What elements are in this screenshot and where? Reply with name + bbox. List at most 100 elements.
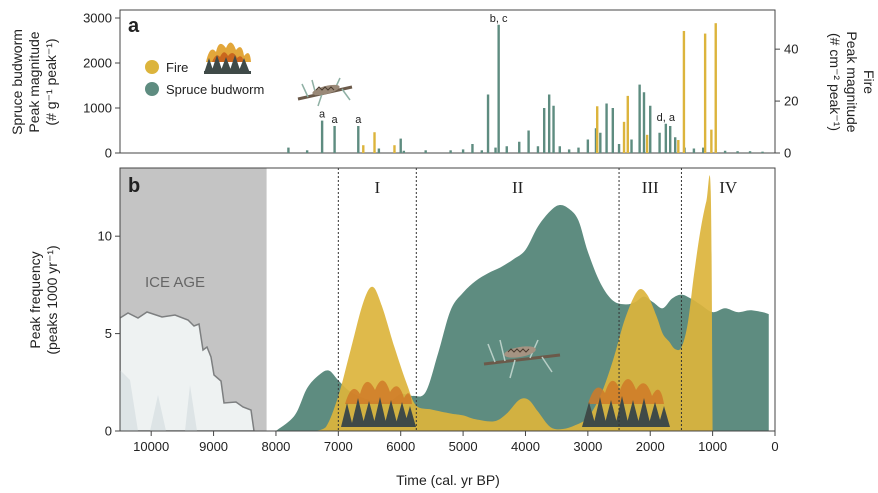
right-axis-label-line3: (# cm⁻² peak⁻¹) bbox=[827, 33, 843, 131]
budworm-bar bbox=[505, 146, 508, 153]
fire-bar bbox=[622, 121, 626, 153]
panel-b-x-axis-ticks: 10000 9000 8000 7000 6000 5000 4000 3000 2000 100… bbox=[133, 431, 779, 454]
x-axis-tick-label: 0 bbox=[771, 439, 778, 454]
zone-labels: I II III IV bbox=[374, 178, 737, 197]
budworm-bar bbox=[599, 132, 602, 153]
budworm-bar bbox=[617, 144, 621, 153]
budworm-bar bbox=[552, 105, 555, 153]
forest-fire-icon-zone-3 bbox=[582, 379, 670, 427]
x-axis-tick-label: 7000 bbox=[324, 439, 353, 454]
zone-label: III bbox=[642, 178, 659, 197]
zone-label: II bbox=[512, 178, 524, 197]
legend-budworm-label: Spruce budworm bbox=[166, 82, 264, 97]
budworm-bar bbox=[748, 151, 752, 153]
left-axis-label-line2: Peak magnitude bbox=[26, 31, 42, 132]
panel-a-frame bbox=[119, 9, 776, 154]
budworm-bar bbox=[658, 132, 661, 153]
budworm-bar bbox=[702, 147, 705, 153]
right-axis-label-line2: Peak magnitude bbox=[844, 31, 860, 132]
fire-bar bbox=[373, 132, 376, 153]
fire-bar bbox=[393, 145, 396, 153]
x-axis-tick-label: 8000 bbox=[261, 439, 290, 454]
left-axis-tick-label: 0 bbox=[105, 146, 112, 161]
budworm-bar bbox=[518, 141, 521, 153]
budworm-bar bbox=[449, 150, 452, 153]
legend-fire-label: Fire bbox=[166, 60, 188, 75]
budworm-bar bbox=[577, 147, 580, 153]
budworm-bar bbox=[542, 108, 546, 153]
legend-budworm-swatch bbox=[145, 82, 159, 96]
budworm-bar bbox=[480, 150, 484, 153]
panel-b: ICE AGE bbox=[27, 167, 779, 488]
peak-annotation: b, c bbox=[490, 13, 508, 25]
y-axis-tick-label: 0 bbox=[105, 424, 112, 439]
budworm-bar bbox=[736, 151, 739, 153]
fire-frequency-area bbox=[313, 175, 713, 431]
budworm-bar bbox=[399, 138, 402, 153]
fire-forest-icon bbox=[204, 42, 251, 74]
budworm-bar bbox=[669, 126, 672, 153]
x-axis-tick-label: 2000 bbox=[636, 439, 665, 454]
budworm-bar bbox=[586, 139, 590, 153]
fire-bar bbox=[682, 30, 686, 153]
legend-fire-swatch bbox=[145, 60, 159, 74]
x-axis-tick-label: 6000 bbox=[386, 439, 415, 454]
budworm-bar bbox=[673, 137, 677, 153]
zone-label: I bbox=[374, 178, 380, 197]
panel-b-plot: ICE AGE bbox=[120, 168, 769, 431]
budworm-bar bbox=[664, 123, 668, 153]
left-axis-tick-label: 2000 bbox=[83, 56, 112, 71]
left-axis-label-line3: (# g⁻¹ peak⁻¹) bbox=[43, 38, 59, 125]
right-axis-label-line1: Fire bbox=[861, 70, 877, 94]
budworm-bar bbox=[333, 126, 336, 153]
panel-a-left-axis-ticks: 0 1000 2000 3000 bbox=[83, 11, 120, 161]
budworm-moth-icon bbox=[297, 77, 353, 107]
y-axis-tick-label: 5 bbox=[105, 326, 112, 341]
budworm-bar bbox=[649, 105, 652, 153]
budworm-bar bbox=[630, 139, 633, 153]
budworm-bar bbox=[638, 84, 641, 153]
panel-b-label: b bbox=[128, 175, 140, 197]
left-axis-tick-label: 3000 bbox=[83, 11, 112, 26]
panel-a-left-axis-title: Spruce budworm Peak magnitude (# g⁻¹ pea… bbox=[9, 29, 59, 135]
peak-annotation: a bbox=[332, 114, 339, 126]
budworm-bar bbox=[761, 151, 764, 153]
fire-bar bbox=[714, 23, 717, 153]
budworm-bar bbox=[536, 146, 540, 153]
legend: Fire Spruce budworm bbox=[145, 60, 264, 97]
fire-bar bbox=[645, 134, 649, 153]
budworm-bar bbox=[424, 150, 427, 153]
forest-fire-icon-zone-1 bbox=[341, 380, 416, 427]
budworm-moth-icon-panel-b bbox=[483, 339, 561, 379]
fire-bars bbox=[362, 23, 717, 153]
ice-age-label: ICE AGE bbox=[145, 274, 205, 291]
budworm-bars bbox=[287, 24, 764, 153]
left-axis-tick-label: 1000 bbox=[83, 101, 112, 116]
y-axis-tick-label: 10 bbox=[98, 229, 112, 244]
fire-bar bbox=[596, 106, 599, 153]
budworm-bar bbox=[320, 120, 324, 153]
fire-bar bbox=[703, 33, 707, 153]
peak-annotation: a bbox=[355, 114, 362, 126]
budworm-bar bbox=[497, 24, 500, 153]
panel-b-y-axis-ticks: 0 5 10 bbox=[98, 229, 120, 439]
x-axis-tick-label: 4000 bbox=[511, 439, 540, 454]
budworm-bar bbox=[305, 150, 309, 153]
budworm-bar bbox=[486, 94, 490, 153]
x-axis-tick-label: 5000 bbox=[449, 439, 478, 454]
y-axis-label-line1: Peak frequency bbox=[27, 251, 43, 348]
budworm-bar bbox=[642, 92, 646, 153]
x-axis-tick-label: 3000 bbox=[573, 439, 602, 454]
budworm-bar bbox=[527, 130, 530, 153]
budworm-bar bbox=[723, 150, 727, 153]
peak-annotations: a a ab, cd, a bbox=[319, 13, 676, 126]
budworm-bar bbox=[547, 94, 551, 153]
fire-bar bbox=[710, 129, 713, 153]
budworm-bar bbox=[558, 146, 561, 153]
glacier-shadow bbox=[120, 370, 197, 431]
left-axis-label-line1: Spruce budworm bbox=[9, 29, 25, 135]
x-axis-title: Time (cal. yr BP) bbox=[396, 472, 500, 488]
y-axis-label-line2: (peaks 1000 yr⁻¹) bbox=[44, 245, 60, 354]
